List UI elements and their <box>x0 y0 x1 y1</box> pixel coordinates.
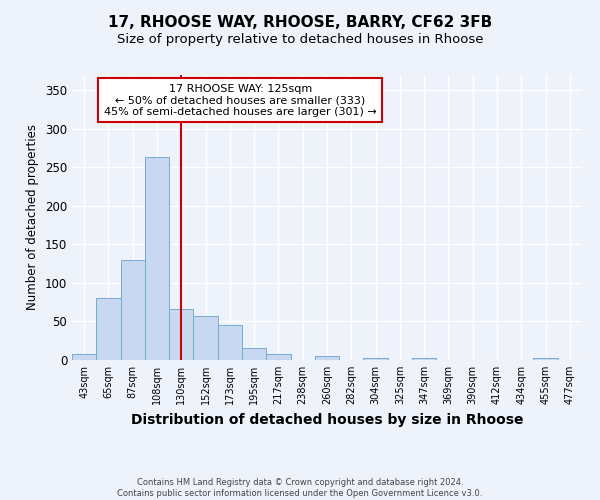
Y-axis label: Number of detached properties: Number of detached properties <box>26 124 40 310</box>
Bar <box>96 298 121 360</box>
X-axis label: Distribution of detached houses by size in Rhoose: Distribution of detached houses by size … <box>131 412 523 426</box>
Bar <box>72 354 96 360</box>
Text: 17 RHOOSE WAY: 125sqm
← 50% of detached houses are smaller (333)
45% of semi-det: 17 RHOOSE WAY: 125sqm ← 50% of detached … <box>104 84 377 116</box>
Bar <box>242 348 266 360</box>
Bar <box>266 354 290 360</box>
Bar <box>364 358 388 360</box>
Bar <box>218 326 242 360</box>
Bar <box>412 358 436 360</box>
Bar <box>169 309 193 360</box>
Text: 17, RHOOSE WAY, RHOOSE, BARRY, CF62 3FB: 17, RHOOSE WAY, RHOOSE, BARRY, CF62 3FB <box>108 15 492 30</box>
Bar <box>121 260 145 360</box>
Bar <box>315 356 339 360</box>
Text: Contains HM Land Registry data © Crown copyright and database right 2024.
Contai: Contains HM Land Registry data © Crown c… <box>118 478 482 498</box>
Bar <box>193 316 218 360</box>
Bar <box>533 358 558 360</box>
Bar <box>145 158 169 360</box>
Text: Size of property relative to detached houses in Rhoose: Size of property relative to detached ho… <box>117 32 483 46</box>
